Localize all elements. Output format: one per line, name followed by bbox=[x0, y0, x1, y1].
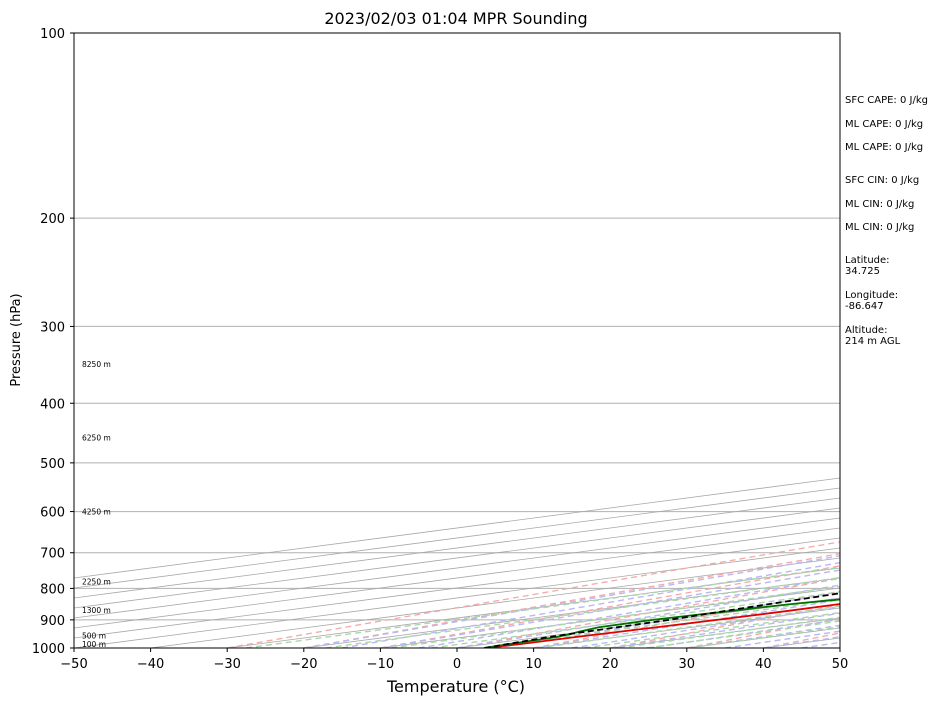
height-label: 1300 m bbox=[82, 606, 111, 615]
y-tick-label: 300 bbox=[40, 320, 65, 335]
mixing-ratio-line bbox=[246, 566, 840, 648]
y-tick-label: 700 bbox=[40, 547, 65, 562]
moist-adiabat-line bbox=[380, 569, 840, 648]
y-tick-label: 200 bbox=[40, 212, 65, 227]
isotherm-line bbox=[74, 497, 840, 599]
dewpoint-profile-line bbox=[483, 598, 840, 648]
mixing-ratio-line bbox=[391, 585, 840, 648]
x-tick-label: −40 bbox=[137, 657, 164, 672]
y-tick-label: 800 bbox=[40, 582, 65, 597]
dry-adiabat-line bbox=[456, 577, 840, 648]
x-tick-label: 50 bbox=[832, 657, 849, 672]
plot-frame bbox=[73, 32, 841, 649]
sfc-cape-text: SFC CAPE: 0 J/kg bbox=[845, 95, 928, 106]
y-tick-label: 500 bbox=[40, 457, 65, 472]
ml-cape-text: ML CAPE: 0 J/kg bbox=[845, 119, 924, 130]
isotherm-line bbox=[74, 547, 840, 648]
moist-adiabat-line bbox=[418, 576, 840, 648]
y-tick-label: 600 bbox=[40, 506, 65, 521]
height-label: 6250 m bbox=[82, 434, 111, 443]
y-tick-label: 400 bbox=[40, 397, 65, 412]
x-tick-label: −50 bbox=[60, 657, 87, 672]
isotherm-line bbox=[74, 527, 840, 629]
mixing-ratio-line bbox=[485, 598, 840, 648]
y-axis-label: Pressure (hPa) bbox=[9, 293, 24, 386]
sounding-profiles bbox=[483, 592, 840, 648]
y-tick-label: 100 bbox=[40, 27, 65, 42]
mixing-ratio-line bbox=[431, 591, 840, 648]
height-label: 500 m bbox=[82, 632, 106, 641]
height-label: 2250 m bbox=[82, 578, 111, 587]
chart-title: 2023/02/03 01:04 MPR Sounding bbox=[324, 9, 587, 28]
y-tick-label: 1000 bbox=[32, 642, 65, 657]
isotherm-line bbox=[74, 517, 840, 619]
height-label: 100 m bbox=[82, 640, 106, 649]
mixing-ratio-line bbox=[688, 626, 840, 648]
sounding-stats-panel: SFC CAPE: 0 J/kg ML CAPE: 0 J/kg ML CAPE… bbox=[845, 0, 945, 360]
dry-adiabat-line bbox=[380, 565, 840, 648]
longitude-text: Longitude: -86.647 bbox=[845, 290, 899, 312]
mixing-ratio-line bbox=[584, 611, 840, 648]
altitude-text: Altitude: 214 m AGL bbox=[845, 325, 901, 347]
ml-cin-text-2: ML CIN: 0 J/kg bbox=[845, 222, 915, 233]
mixing-ratio-line bbox=[325, 577, 840, 648]
isotherm-line bbox=[74, 477, 840, 579]
latitude-text: Latitude: 34.725 bbox=[845, 255, 890, 277]
x-axis-label: Temperature (°C) bbox=[386, 677, 525, 696]
isotherm-line bbox=[74, 507, 840, 609]
background-grid bbox=[74, 33, 840, 648]
mixing-ratio-line bbox=[618, 616, 840, 648]
x-tick-label: 0 bbox=[453, 657, 461, 672]
x-tick-label: 30 bbox=[679, 657, 696, 672]
mixing-ratio-line bbox=[646, 620, 840, 648]
isotherm-line bbox=[74, 487, 840, 589]
dry-adiabat-line bbox=[227, 541, 840, 648]
x-tick-label: −10 bbox=[367, 657, 394, 672]
x-tick-label: −20 bbox=[290, 657, 317, 672]
x-tick-label: 20 bbox=[602, 657, 619, 672]
x-tick-label: −30 bbox=[213, 657, 240, 672]
ml-cape-text-2: ML CAPE: 0 J/kg bbox=[845, 142, 924, 153]
isotherm-line bbox=[74, 537, 840, 639]
x-tick-label: 10 bbox=[525, 657, 542, 672]
mixing-ratio-line bbox=[537, 605, 840, 648]
sfc-cin-text: SFC CIN: 0 J/kg bbox=[845, 175, 920, 186]
height-label: 8250 m bbox=[82, 360, 111, 369]
height-label: 4250 m bbox=[82, 508, 111, 517]
ml-cin-text: ML CIN: 0 J/kg bbox=[845, 199, 915, 210]
y-tick-label: 900 bbox=[40, 614, 65, 629]
temperature-profile-line bbox=[484, 603, 840, 648]
x-tick-label: 40 bbox=[755, 657, 772, 672]
